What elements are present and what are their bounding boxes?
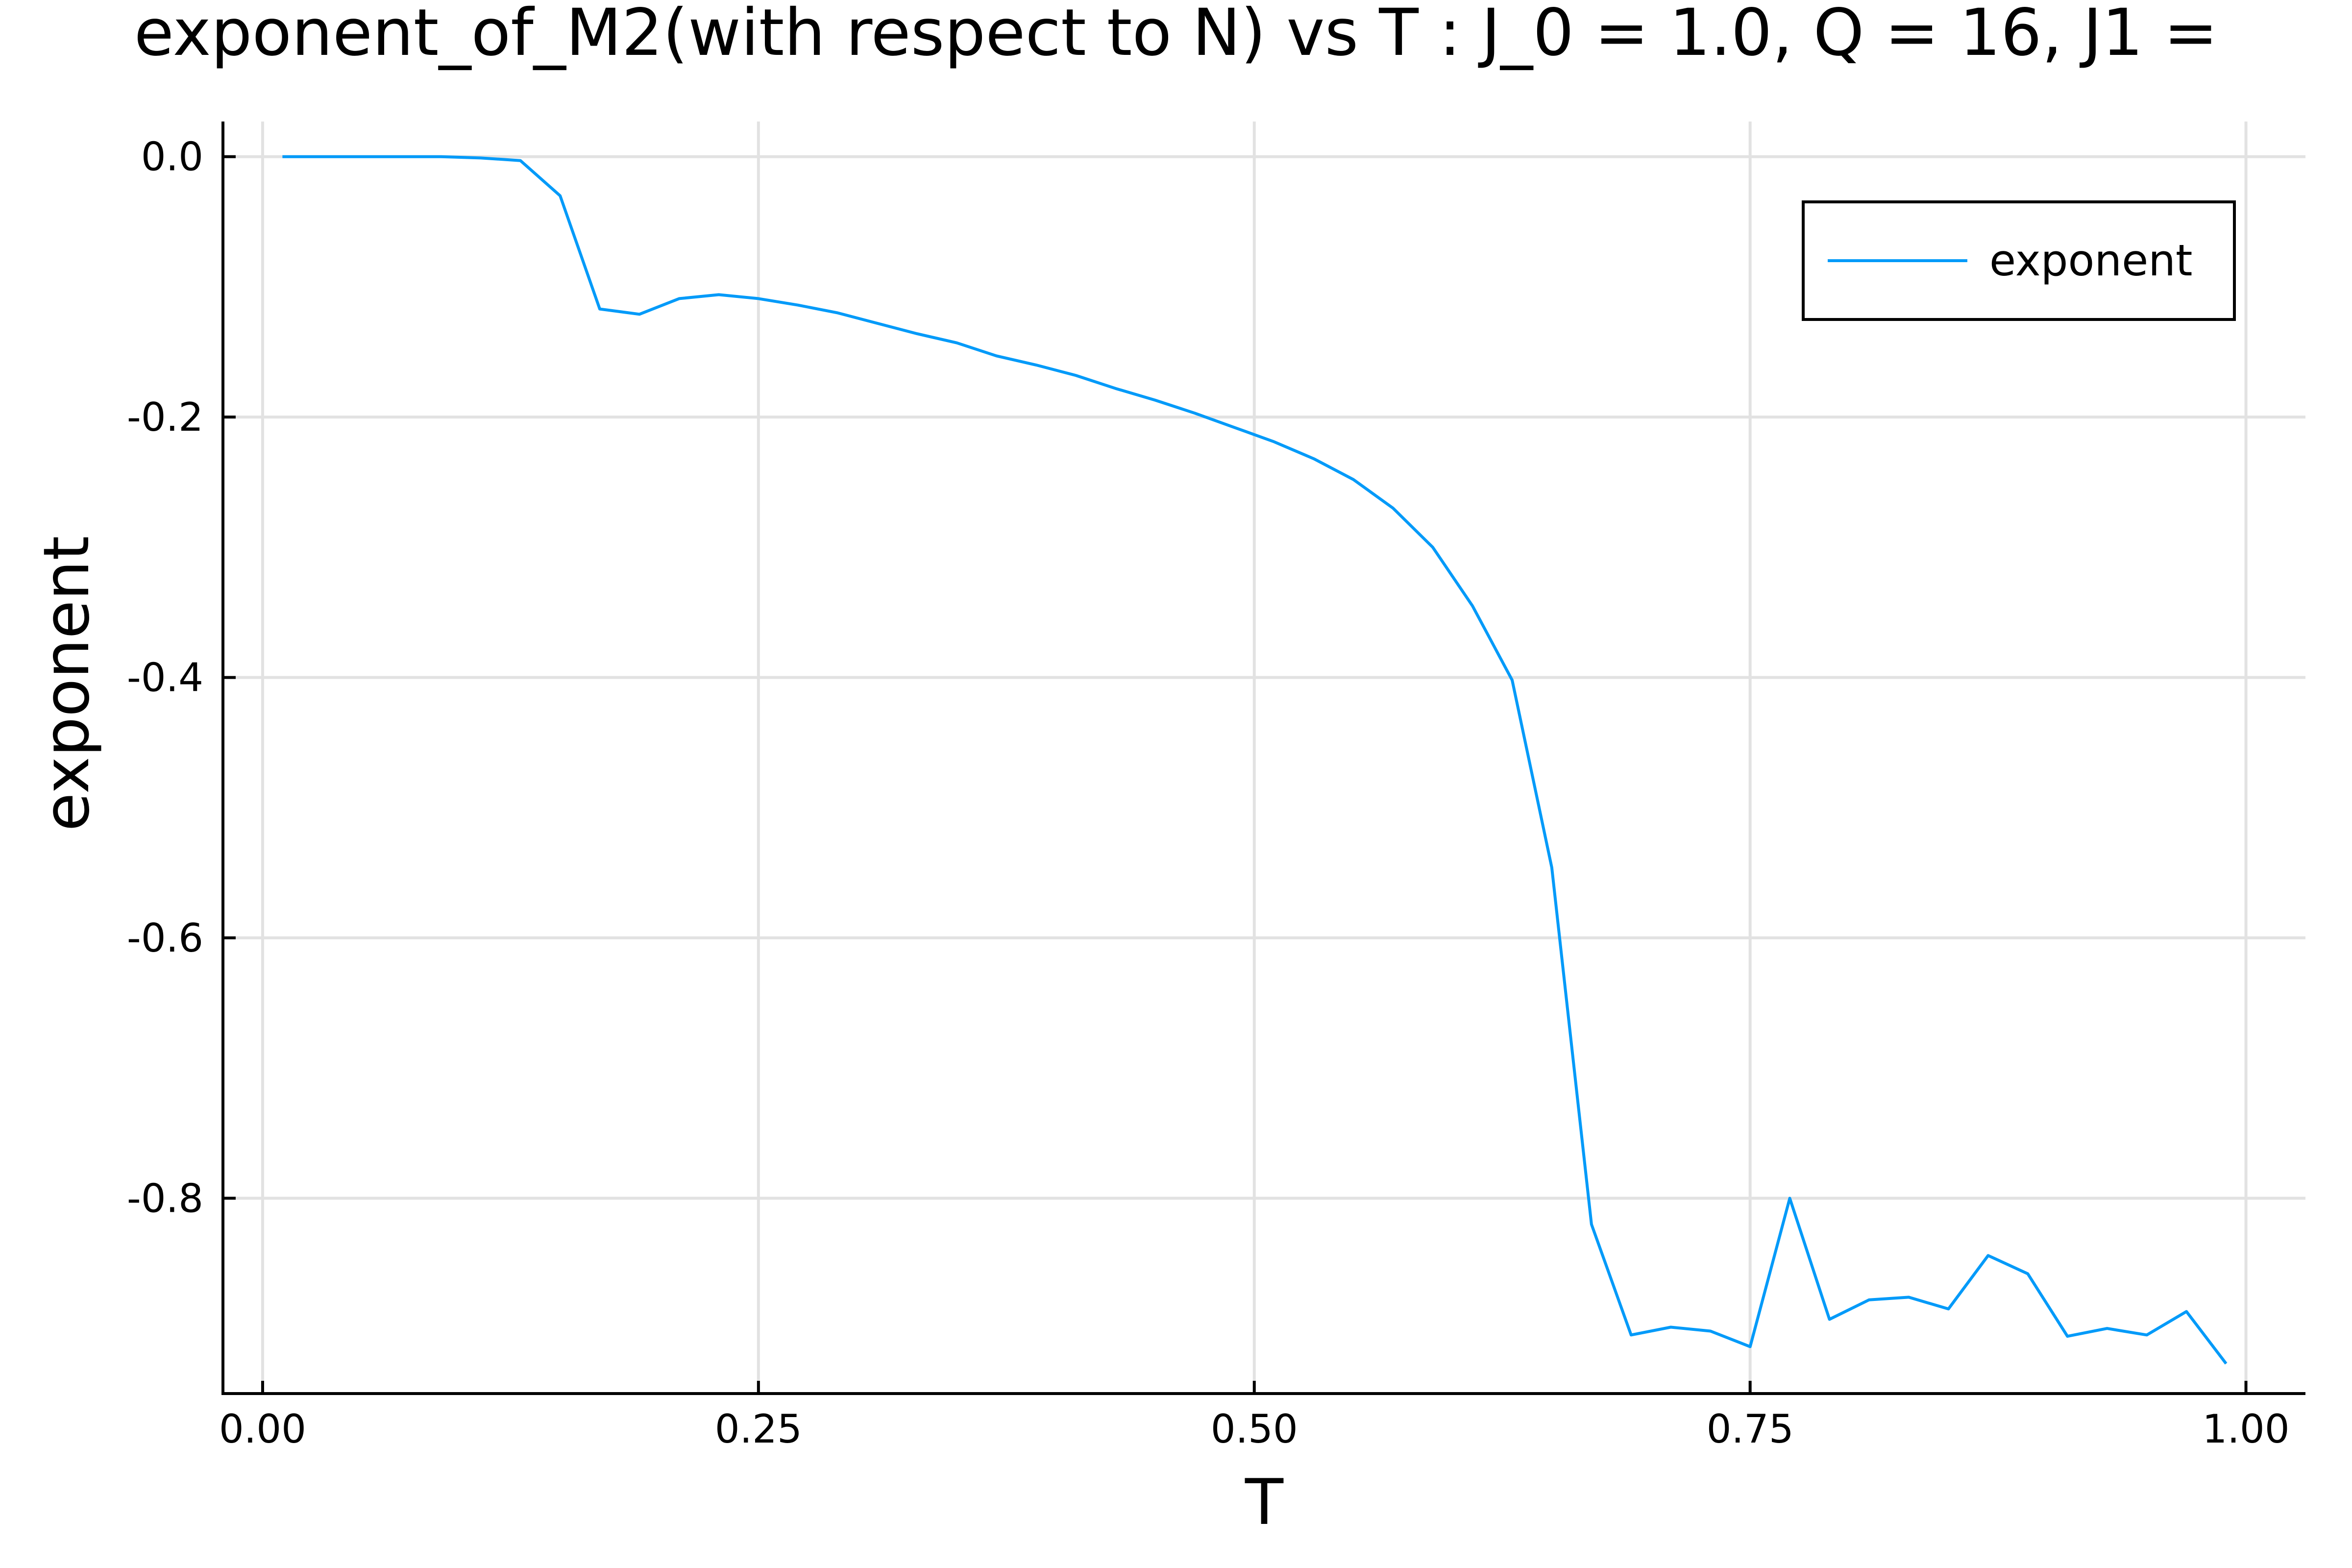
- axes: [221, 122, 2305, 1395]
- x-tick-label: 1.00: [2203, 1406, 2290, 1452]
- tick-labels: 0.00 0.25 0.50 0.75 1.00 0.0 -0.2 -0.4 -0.6 -0.8: [127, 134, 2290, 1452]
- series-lines: [282, 155, 2228, 1365]
- y-tick-label: -0.8: [127, 1176, 203, 1221]
- y-tick-label: 0.0: [141, 134, 203, 180]
- x-axis-label: T: [1245, 1466, 1284, 1539]
- y-axis-label: exponent: [30, 536, 103, 832]
- legend: exponent: [1802, 200, 2236, 321]
- axis-lines: [221, 122, 2305, 1395]
- grid: [223, 122, 2305, 1394]
- x-tick-label: 0.50: [1211, 1406, 1298, 1452]
- chart-title: exponent_of_M2(with respect to N) vs T :…: [134, 0, 2218, 71]
- x-tick-label: 0.00: [219, 1406, 306, 1452]
- series-line-exponent: [282, 155, 2228, 1365]
- x-tick-label: 0.75: [1707, 1406, 1794, 1452]
- legend-entry-exponent: exponent: [1989, 235, 2193, 286]
- y-tick-label: -0.6: [127, 915, 203, 961]
- y-tick-label: -0.2: [127, 394, 203, 440]
- x-tick-label: 0.25: [715, 1406, 802, 1452]
- y-tick-label: -0.4: [127, 655, 203, 701]
